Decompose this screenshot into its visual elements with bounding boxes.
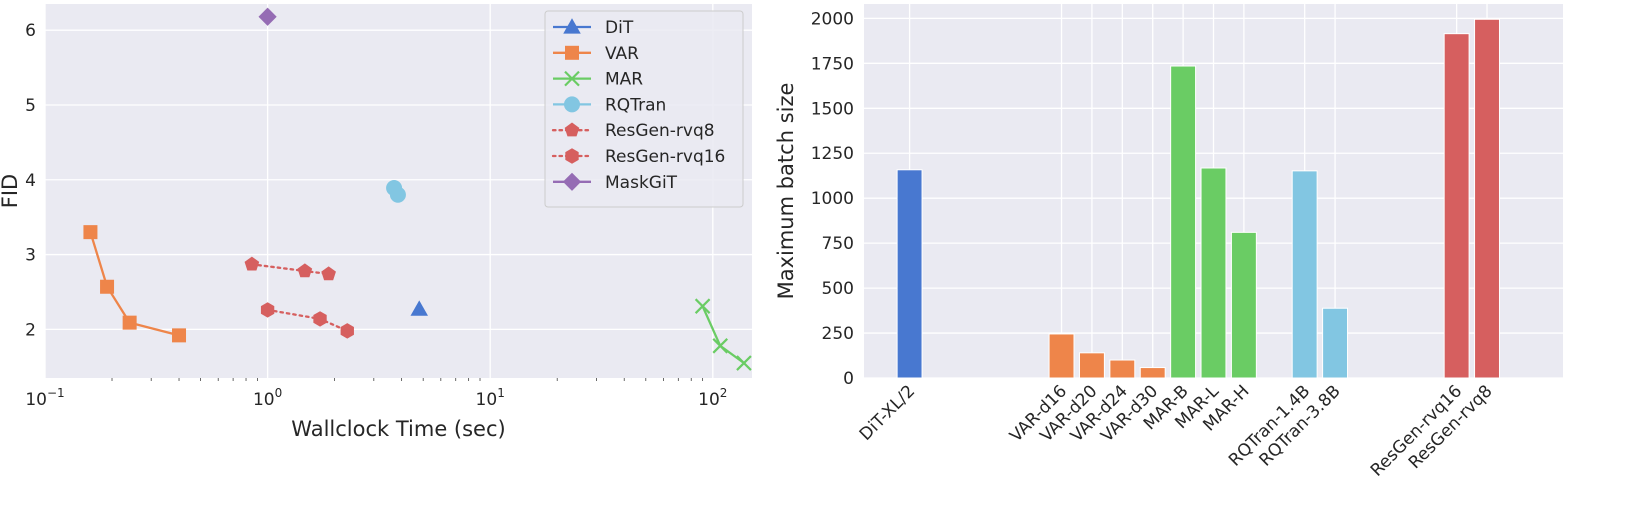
legend-item-mar: MAR: [553, 70, 643, 90]
right-y-tick-label: 1500: [811, 99, 854, 119]
bar-mar-h: [1230, 231, 1257, 379]
legend-label-var: VAR: [605, 44, 639, 64]
right-y-tick-label: 2000: [811, 9, 854, 29]
bar-mar-l: [1200, 167, 1227, 379]
legend-items: DiT VAR MAR RQTran ResGen-rvq8 ResGen-rvq16 Ma…: [551, 18, 725, 193]
left-x-tick-label: 102: [698, 386, 727, 410]
legend-marker-resgen-rvq8: [564, 122, 580, 137]
left-x-ticks: 10−1 100 101 102: [25, 386, 727, 410]
data-point-mar: [712, 338, 729, 354]
legend-item-var: VAR: [553, 44, 639, 64]
bar-var-d16: [1048, 333, 1075, 379]
bar-resgen-rvq8: [1474, 18, 1500, 379]
bar-mar-b: [1170, 65, 1197, 379]
right-y-tick-label: 1750: [811, 54, 854, 74]
tick-exponent: 0: [275, 386, 283, 400]
left-y-tick-label: 5: [25, 96, 36, 116]
data-point-var: [100, 279, 115, 294]
legend-marker-dit: [563, 18, 581, 34]
data-point-var: [83, 225, 98, 240]
legend-item-dit: DiT: [553, 18, 634, 38]
bar-resgen-rvq16: [1443, 33, 1470, 379]
tick-base: 10: [25, 390, 47, 410]
data-point-resgen-rvq8: [297, 263, 313, 278]
legend-label-resgen-rvq8: ResGen-rvq8: [605, 121, 715, 141]
data-point-resgen-rvq8: [321, 266, 336, 281]
bar-var-d30: [1139, 367, 1166, 379]
left-y-axis-label: FID: [0, 174, 22, 208]
x-tick-label-dit-xl-2: DiT-XL/2: [856, 381, 919, 444]
data-point-resgen-rvq16: [313, 311, 327, 327]
left-y-tick-label: 2: [25, 320, 36, 340]
data-point-mar: [694, 298, 711, 314]
right-y-tick-label: 0: [843, 369, 854, 389]
data-point-var: [172, 328, 187, 343]
legend-marker-resgen-rvq16: [565, 148, 579, 164]
right-y-tick-label: 500: [822, 279, 854, 299]
data-point-var: [122, 315, 137, 330]
right-y-tick-label: 250: [822, 324, 854, 344]
legend-label-maskgit: MaskGiT: [605, 173, 678, 193]
tick-base: 10: [698, 390, 720, 410]
legend-marker-mar: [564, 70, 580, 87]
bar-rqtran-1-4b: [1291, 170, 1318, 379]
bar-dit-xl-2: [896, 169, 923, 379]
bar-var-d20: [1078, 352, 1105, 379]
data-point-resgen-rvq8: [244, 256, 260, 271]
data-point-resgen-rvq16: [260, 302, 275, 318]
legend-label-dit: DiT: [605, 18, 634, 38]
legend-label-mar: MAR: [605, 70, 643, 90]
left-y-ticks: 2 3 4 5 6: [25, 21, 36, 340]
legend-item-resgen-rvq8: ResGen-rvq8: [551, 121, 715, 141]
right-x-tick-labels: DiT-XL/2 VAR-d16VAR-d20VAR-d24VAR-d30MAR-…: [856, 381, 1497, 481]
legend-item-rqtran: RQTran: [553, 95, 666, 115]
tick-base: 10: [253, 390, 275, 410]
legend-marker-var: [565, 45, 579, 60]
tick-exponent: −1: [47, 386, 65, 400]
legend-frame: [544, 10, 744, 208]
tick-base: 10: [476, 390, 498, 410]
right-y-ticks: 0 250 500 750 1000 1250 1500 1750 2000: [811, 9, 854, 389]
right-y-tick-label: 750: [822, 234, 854, 254]
left-series-markers: [83, 7, 752, 371]
tick-exponent: 1: [497, 386, 505, 400]
legend-marker-rqtran: [564, 96, 580, 113]
left-y-tick-label: 3: [25, 246, 36, 266]
data-point-rqtran: [389, 186, 406, 203]
legend-marker-maskgit: [562, 172, 582, 191]
right-y-tick-label: 1000: [811, 189, 854, 209]
left-x-tick-label: 100: [253, 386, 282, 410]
data-point-dit: [410, 300, 428, 316]
right-y-axis-label: Maximum batch size: [774, 83, 798, 300]
bar-rqtran-3-8b: [1322, 307, 1349, 379]
right-y-tick-label: 1250: [811, 144, 854, 164]
bar-var-d24: [1109, 359, 1136, 379]
tick-exponent: 2: [720, 386, 728, 400]
legend: DiT VAR MAR RQTran ResGen-rvq8 ResGen-rvq16 Ma…: [544, 10, 744, 208]
legend-label-rqtran: RQTran: [605, 95, 666, 115]
right-bars: [896, 18, 1500, 379]
batch-size-bar-chart: 0 250 500 750 1000 1250 1500 1750 2000 DiT-XL/2 V…: [774, 4, 1563, 481]
left-y-tick-label: 4: [25, 171, 36, 191]
legend-item-resgen-rvq16: ResGen-rvq16: [551, 147, 725, 167]
series-line-var: [89, 231, 180, 337]
legend-label-resgen-rvq16: ResGen-rvq16: [605, 147, 725, 167]
left-x-tick-label: 101: [476, 386, 505, 410]
data-point-mar: [736, 355, 752, 371]
legend-item-maskgit: MaskGiT: [553, 172, 678, 193]
left-x-tick-label: 10−1: [25, 386, 64, 410]
data-point-resgen-rvq16: [340, 323, 354, 339]
data-point-maskgit: [258, 7, 277, 26]
left-y-tick-label: 6: [25, 21, 36, 41]
left-x-axis-label: Wallclock Time (sec): [291, 417, 505, 441]
